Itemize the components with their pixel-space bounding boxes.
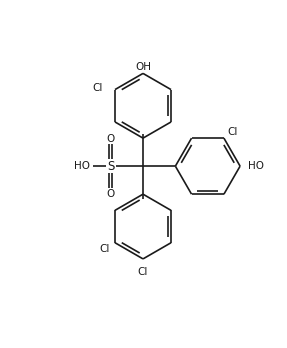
Text: Cl: Cl — [100, 244, 110, 254]
Text: OH: OH — [135, 62, 151, 72]
Text: Cl: Cl — [93, 82, 103, 93]
Text: Cl: Cl — [138, 267, 148, 277]
Text: S: S — [107, 160, 114, 173]
Text: O: O — [106, 134, 115, 144]
Text: O: O — [106, 189, 115, 199]
Text: Cl: Cl — [228, 127, 238, 137]
Text: HO: HO — [248, 161, 264, 171]
Text: HO: HO — [73, 161, 90, 171]
